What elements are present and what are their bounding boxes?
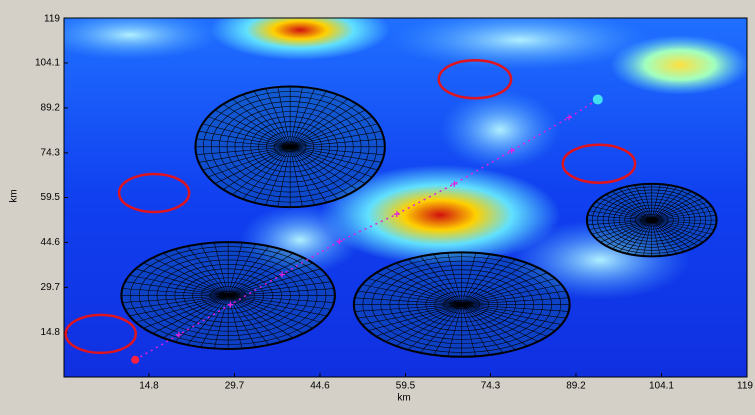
x-tick-label: 104.1 [649,381,674,392]
x-tick-label: 14.8 [139,381,159,392]
x-tick-label: 44.6 [310,381,330,392]
end-point [593,94,603,104]
y-tick-label: 44.6 [41,237,61,248]
y-tick-label: 59.5 [41,192,61,203]
x-tick-label: 29.7 [225,381,245,392]
y-tick-label: 104.1 [35,58,60,69]
radar-coverage [587,184,717,256]
radar-coverage [121,242,335,349]
y-tick-label: 89.2 [41,103,61,114]
x-tick-label: 74.3 [481,381,501,392]
y-tick-label: 29.7 [41,282,61,293]
y-tick-label: 119 [44,14,60,25]
y-tick-label: 74.3 [41,147,61,158]
radar-coverage [354,252,570,356]
x-tick-label: 59.5 [396,381,416,392]
radar-coverage [195,86,384,207]
x-tick-label: 119 [737,381,753,392]
x-axis-label: km [397,393,410,404]
map-view: km km 14.8 29.7 44.6 59.5 74.3 89.2 104.1 119 14… [0,0,755,410]
y-tick-label: 14.8 [41,327,61,338]
x-tick-label: 89.2 [566,381,586,392]
y-axis-label: km [9,189,20,202]
start-point [131,356,139,364]
